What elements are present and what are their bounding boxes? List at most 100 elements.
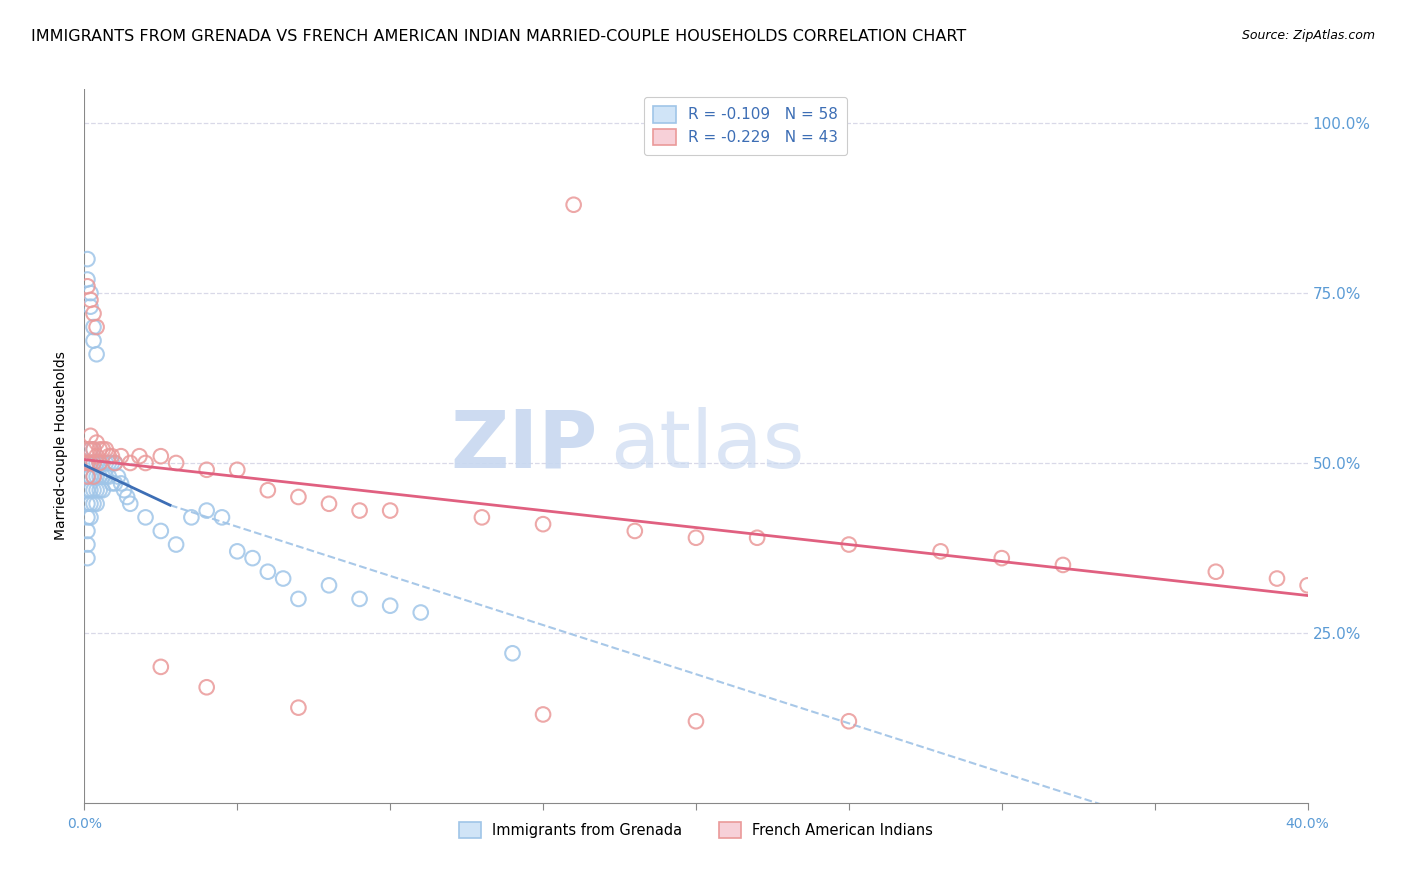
Point xyxy=(76,537,98,551)
Point xyxy=(101,456,124,470)
Point xyxy=(107,469,129,483)
Point xyxy=(79,300,101,314)
Point xyxy=(110,476,132,491)
Point xyxy=(86,497,108,511)
Point xyxy=(747,531,769,545)
Point xyxy=(135,510,157,524)
Point xyxy=(79,429,101,443)
Point xyxy=(86,347,108,361)
Point xyxy=(318,578,340,592)
Point xyxy=(287,700,309,714)
Point xyxy=(94,442,117,457)
Point xyxy=(76,497,98,511)
Point xyxy=(94,469,117,483)
Point xyxy=(76,469,98,483)
Point xyxy=(79,286,101,301)
Point xyxy=(257,483,280,498)
Point xyxy=(149,524,172,538)
Point xyxy=(86,469,108,483)
Point xyxy=(91,442,114,457)
Point xyxy=(180,510,202,524)
Point xyxy=(79,497,101,511)
Point xyxy=(838,537,860,551)
Point xyxy=(211,510,233,524)
Point xyxy=(79,442,101,457)
Point xyxy=(104,476,127,491)
Point xyxy=(97,456,120,470)
Point xyxy=(502,646,524,660)
Point xyxy=(287,591,309,606)
Point xyxy=(1296,578,1319,592)
Point xyxy=(685,714,707,729)
Point xyxy=(76,279,98,293)
Point xyxy=(531,707,554,722)
Point xyxy=(318,497,340,511)
Point xyxy=(76,469,98,483)
Point xyxy=(83,497,105,511)
Point xyxy=(91,483,114,498)
Point xyxy=(929,544,952,558)
Point xyxy=(624,524,647,538)
Point xyxy=(120,456,142,470)
Point xyxy=(165,456,187,470)
Point xyxy=(380,599,402,613)
Point xyxy=(76,524,98,538)
Point xyxy=(104,456,127,470)
Point xyxy=(79,456,101,470)
Point xyxy=(89,442,111,457)
Point xyxy=(112,483,135,498)
Point xyxy=(97,449,120,463)
Point xyxy=(83,334,105,348)
Point xyxy=(79,442,101,457)
Point xyxy=(195,503,218,517)
Point xyxy=(101,476,124,491)
Point xyxy=(86,483,108,498)
Point xyxy=(76,483,98,498)
Point xyxy=(86,449,108,463)
Point xyxy=(76,272,98,286)
Point xyxy=(89,483,111,498)
Point xyxy=(79,469,101,483)
Point xyxy=(120,497,142,511)
Point xyxy=(76,510,98,524)
Point xyxy=(89,469,111,483)
Text: ZIP: ZIP xyxy=(451,407,598,485)
Point xyxy=(101,449,124,463)
Text: IMMIGRANTS FROM GRENADA VS FRENCH AMERICAN INDIAN MARRIED-COUPLE HOUSEHOLDS CORR: IMMIGRANTS FROM GRENADA VS FRENCH AMERIC… xyxy=(31,29,966,45)
Point xyxy=(226,544,249,558)
Text: Source: ZipAtlas.com: Source: ZipAtlas.com xyxy=(1241,29,1375,43)
Point xyxy=(1205,565,1227,579)
Point xyxy=(83,469,105,483)
Point xyxy=(165,537,187,551)
Point xyxy=(135,456,157,470)
Point xyxy=(838,714,860,729)
Point xyxy=(97,469,120,483)
Point xyxy=(83,456,105,470)
Point xyxy=(104,456,127,470)
Point xyxy=(83,306,105,320)
Point xyxy=(79,510,101,524)
Point xyxy=(76,456,98,470)
Point xyxy=(89,456,111,470)
Point xyxy=(79,456,101,470)
Point xyxy=(115,490,138,504)
Point xyxy=(94,456,117,470)
Point xyxy=(83,442,105,457)
Point xyxy=(471,510,494,524)
Point xyxy=(83,320,105,334)
Point xyxy=(76,442,98,457)
Point xyxy=(562,198,585,212)
Point xyxy=(287,490,309,504)
Point xyxy=(79,483,101,498)
Point xyxy=(271,572,294,586)
Legend: Immigrants from Grenada, French American Indians: Immigrants from Grenada, French American… xyxy=(451,815,941,846)
Point xyxy=(91,456,114,470)
Point xyxy=(195,680,218,694)
Point xyxy=(1052,558,1074,572)
Point xyxy=(349,503,371,517)
Point xyxy=(86,320,108,334)
Point xyxy=(83,469,105,483)
Y-axis label: Married-couple Households: Married-couple Households xyxy=(55,351,69,541)
Point xyxy=(83,442,105,457)
Point xyxy=(409,606,432,620)
